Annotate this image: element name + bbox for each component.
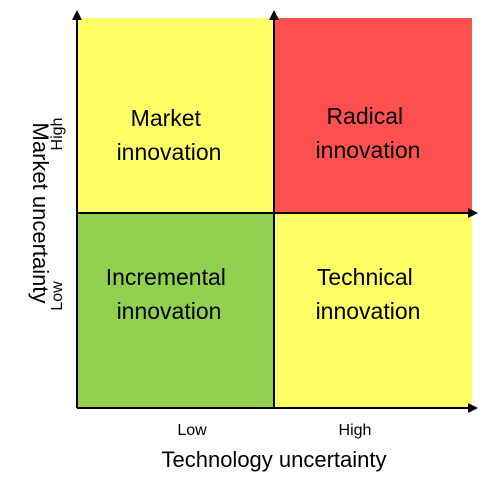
x-axis-low-label: Low: [177, 422, 207, 439]
technical-innovation-quadrant: [274, 213, 472, 408]
incremental-innovation-quadrant: [77, 213, 274, 408]
x-axis-title: Technology uncertainty: [161, 447, 386, 472]
incremental-innovation-label: Incremental innovation: [106, 264, 233, 324]
radical-innovation-label: Radical innovation: [316, 103, 421, 163]
market-innovation-label: Market innovation: [117, 105, 222, 165]
x-axis-high-label: High: [339, 422, 372, 439]
market-innovation-quadrant: [77, 18, 274, 213]
y-axis-title: Market uncertainty: [28, 123, 53, 304]
y-axis-low-label: Low: [49, 281, 66, 311]
radical-innovation-quadrant: [274, 18, 472, 213]
technical-innovation-label: Technical innovation: [316, 264, 421, 324]
y-axis-high-label: High: [49, 118, 66, 151]
